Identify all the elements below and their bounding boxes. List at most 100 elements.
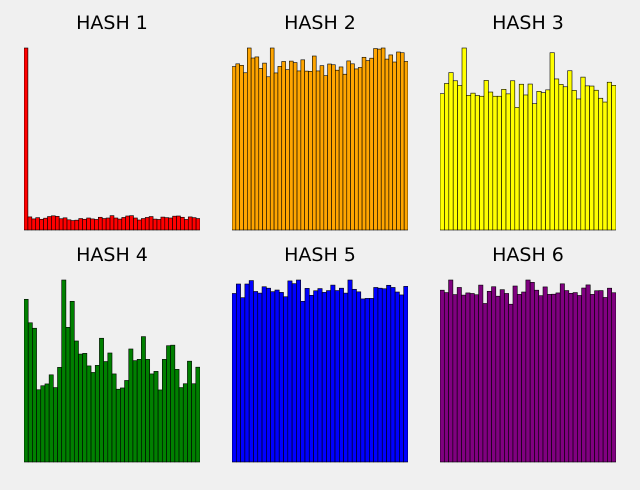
- bar: [532, 103, 538, 231]
- bar: [319, 65, 325, 231]
- bar: [538, 295, 544, 463]
- bar: [125, 215, 130, 231]
- panel-title: HASH 6: [492, 244, 564, 266]
- bar: [61, 279, 67, 463]
- bar: [308, 294, 314, 463]
- bar: [105, 217, 111, 231]
- bar: [527, 83, 533, 231]
- bar: [187, 216, 193, 231]
- panel-title: HASH 5: [284, 244, 356, 266]
- bar: [141, 218, 146, 231]
- bar: [103, 361, 109, 463]
- bar: [452, 294, 458, 463]
- bar: [86, 365, 92, 463]
- bar: [495, 295, 501, 463]
- bar: [607, 287, 613, 463]
- bar: [369, 298, 374, 463]
- bar: [323, 75, 328, 231]
- bar: [296, 70, 302, 231]
- bar: [516, 294, 522, 463]
- bar: [317, 288, 323, 463]
- bar: [602, 101, 608, 231]
- bar: [536, 91, 542, 231]
- bar: [496, 95, 502, 231]
- bar: [499, 289, 505, 463]
- bar: [152, 218, 158, 231]
- bar: [478, 284, 484, 463]
- bar: [32, 327, 37, 463]
- figure: HASH 1 HASH 2 HASH 3 HASH 4 HASH 5 HASH …: [24, 8, 616, 463]
- bar: [399, 294, 405, 463]
- bar: [611, 292, 616, 463]
- bar: [562, 86, 568, 231]
- bar: [545, 89, 551, 231]
- bar: [456, 287, 462, 463]
- bar: [273, 72, 279, 231]
- bar: [24, 47, 29, 231]
- bar: [555, 292, 561, 463]
- bar: [287, 280, 293, 463]
- bar: [82, 218, 87, 231]
- bar: [283, 296, 289, 463]
- bar: [567, 70, 573, 231]
- panel-title: HASH 1: [76, 12, 148, 34]
- bar: [115, 388, 121, 463]
- bar: [148, 216, 154, 231]
- bar: [347, 279, 353, 463]
- bar: [396, 51, 401, 231]
- bar: [101, 218, 107, 231]
- bar: [564, 290, 570, 463]
- bar: [304, 288, 310, 463]
- bar: [403, 286, 408, 463]
- bar: [176, 215, 181, 231]
- bar: [250, 57, 256, 231]
- bar: [334, 290, 340, 463]
- subplot-hash-2: HASH 2: [232, 8, 408, 258]
- bar: [113, 217, 119, 231]
- bar: [289, 60, 294, 231]
- bar: [373, 48, 378, 231]
- bar-plot: [232, 279, 408, 463]
- bar: [244, 283, 250, 463]
- bar: [369, 57, 374, 231]
- bar: [388, 54, 393, 231]
- bar: [461, 294, 467, 463]
- bar: [466, 95, 472, 231]
- bar: [253, 291, 259, 463]
- bar-plot: [24, 279, 200, 463]
- bar: [168, 217, 173, 231]
- bar-plot: [24, 47, 200, 231]
- bar: [128, 348, 134, 463]
- bar: [357, 67, 363, 231]
- bar: [121, 217, 126, 231]
- bar: [129, 215, 134, 231]
- bar: [248, 280, 254, 463]
- bar: [69, 300, 75, 463]
- bar: [474, 95, 480, 231]
- bar: [232, 66, 237, 231]
- bar: [232, 293, 237, 463]
- bar: [107, 352, 113, 463]
- bar: [48, 374, 54, 463]
- bar: [90, 218, 95, 231]
- bar: [342, 73, 348, 231]
- bar: [394, 291, 400, 463]
- bar-plot: [440, 47, 616, 231]
- bar: [589, 294, 595, 463]
- bar: [440, 289, 445, 463]
- bar: [257, 292, 263, 463]
- bar: [137, 219, 142, 231]
- bar: [534, 289, 540, 463]
- bar: [62, 217, 68, 231]
- bar: [270, 291, 276, 463]
- bar: [304, 70, 309, 231]
- bar: [65, 327, 71, 463]
- bar: [542, 286, 548, 463]
- bar: [269, 47, 275, 231]
- bar: [235, 63, 240, 231]
- bar: [157, 389, 163, 463]
- bar: [593, 89, 599, 231]
- bar: [346, 60, 351, 231]
- bar: [31, 218, 37, 231]
- bar: [572, 292, 578, 463]
